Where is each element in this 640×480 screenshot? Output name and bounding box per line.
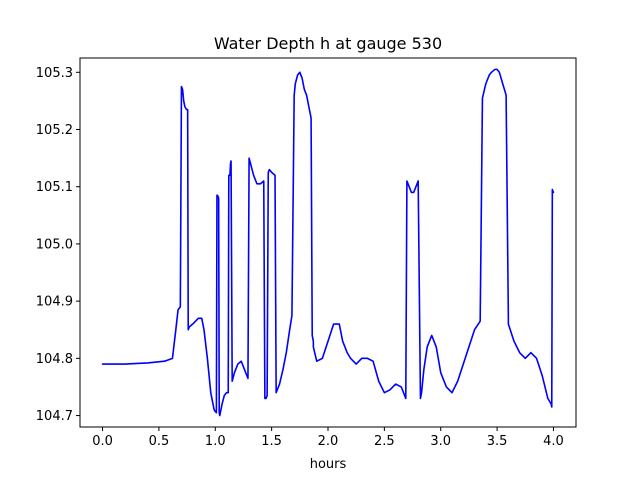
y-tick-label: 105.3 (36, 66, 73, 81)
x-tick-label: 3.0 (430, 434, 451, 449)
chart-title: Water Depth h at gauge 530 (214, 34, 442, 53)
x-tick-label: 0.5 (149, 434, 170, 449)
x-tick-label: 3.5 (487, 434, 508, 449)
series-line-water-depth (101, 68, 555, 417)
plot-area (101, 68, 555, 417)
x-tick-label: 1.0 (205, 434, 226, 449)
x-tick-label: 2.5 (374, 434, 395, 449)
x-axis: 0.0 0.5 1.0 1.5 2.0 2.5 3.0 3.5 4.0 (92, 427, 564, 449)
x-tick-label: 1.5 (261, 434, 282, 449)
y-tick-label: 104.8 (36, 352, 73, 367)
y-axis: 104.7 104.8 104.9 105.0 105.1 105.2 105.3 (36, 66, 80, 424)
y-tick-label: 104.9 (36, 295, 73, 310)
y-tick-label: 105.1 (36, 180, 73, 195)
y-tick-label: 104.7 (36, 409, 73, 424)
x-axis-label: hours (310, 457, 347, 472)
x-tick-label: 4.0 (543, 434, 564, 449)
y-tick-label: 105.2 (36, 123, 73, 138)
x-tick-label: 2.0 (318, 434, 339, 449)
y-tick-label: 105.0 (36, 237, 73, 252)
x-tick-label: 0.0 (92, 434, 113, 449)
